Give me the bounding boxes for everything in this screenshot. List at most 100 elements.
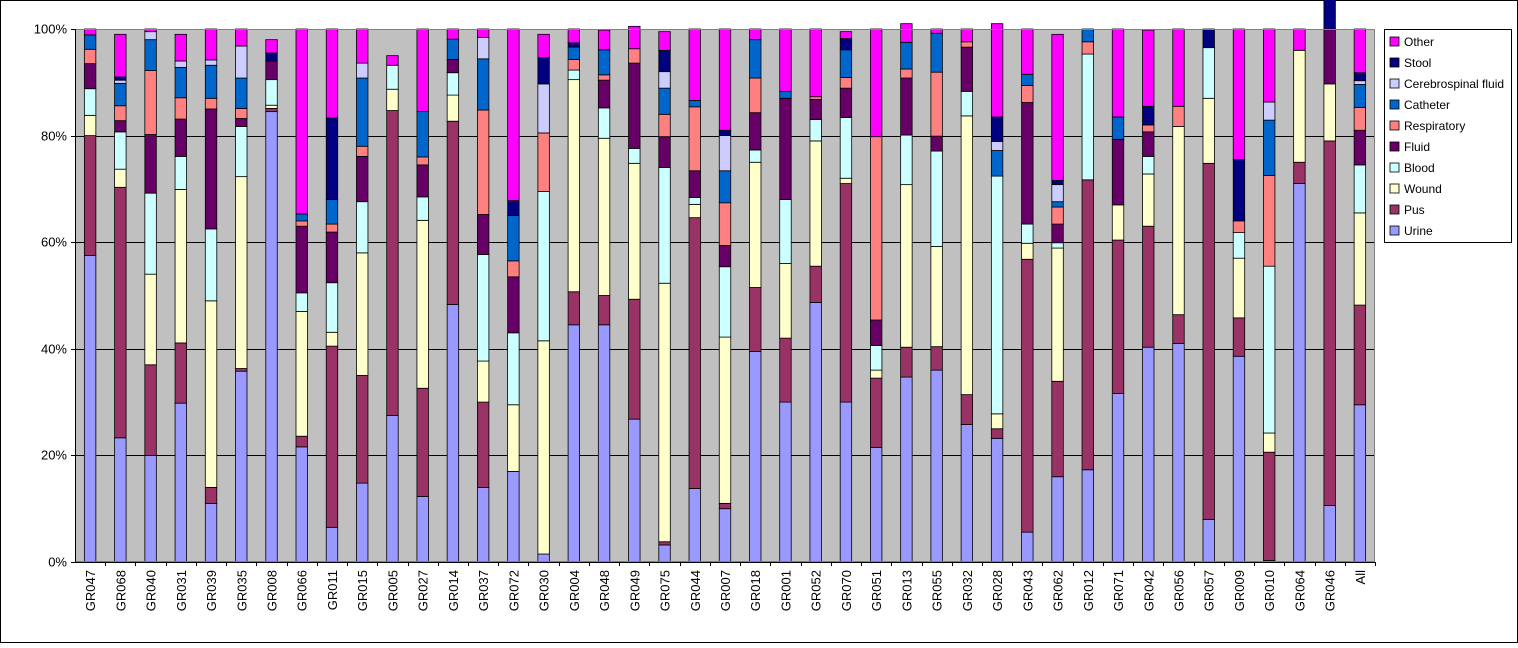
x-tick-label: GR046	[1323, 570, 1338, 611]
bar-segment-pus	[1293, 161, 1306, 184]
bar-segment-urine	[446, 304, 460, 563]
legend-swatch	[1389, 78, 1400, 89]
bar-segment-urine	[960, 424, 974, 563]
bar-segment-blood	[1051, 242, 1064, 249]
x-tick-label: GR007	[718, 570, 733, 611]
bar-segment-wound	[839, 177, 853, 184]
bar-segment-pus	[688, 217, 701, 489]
bar-segment-other	[235, 28, 248, 47]
x-tick-label: GR008	[265, 570, 280, 611]
bar-segment-respiratory	[597, 74, 611, 81]
bar-segment-pus	[204, 486, 218, 504]
bar-segment-other	[960, 28, 974, 43]
x-tick-label: GR013	[899, 570, 914, 611]
bar-segment-urine	[114, 437, 127, 563]
bar-segment-stool	[718, 129, 732, 137]
x-tick-label: GR048	[597, 570, 612, 611]
bar-segment-stool	[1323, 0, 1336, 30]
bar-segment-blood	[416, 196, 429, 221]
bar-segment-urine	[507, 470, 520, 563]
bar-segment-respiratory	[295, 220, 308, 227]
y-tick-label: 0%	[48, 555, 67, 570]
bar-segment-pus	[446, 120, 460, 305]
x-tick-label: GR043	[1020, 570, 1035, 611]
bar-segment-respiratory	[1263, 175, 1276, 267]
bar-segment-blood	[476, 254, 490, 362]
bar-segment-catheter	[718, 170, 732, 204]
bar-segment-fluid	[658, 136, 671, 168]
bar-segment-wound	[990, 413, 1004, 430]
bar-segment-other	[1172, 28, 1185, 107]
bar-segment-blood	[1142, 155, 1155, 175]
bar-segment-urine	[476, 486, 490, 563]
bar-segment-urine	[839, 401, 853, 563]
bar-segment-wound	[567, 79, 580, 293]
bar-segment-fluid	[114, 120, 127, 133]
x-tick-label: GR005	[385, 570, 400, 611]
bar-segment-fluid	[1021, 102, 1034, 225]
bar-segment-blood	[688, 197, 701, 205]
bar-segment-respiratory	[174, 97, 187, 120]
bar-segment-blood	[1263, 265, 1276, 434]
bar-segment-fluid	[476, 214, 490, 255]
bar-segment-other	[1051, 33, 1064, 181]
bar-segment-fluid	[295, 225, 308, 294]
bar-segment-other	[174, 33, 187, 62]
bar-segment-respiratory	[960, 41, 974, 48]
bar-segment-other	[839, 31, 853, 39]
bar-segment-pus	[1263, 451, 1276, 561]
bar-segment-respiratory	[749, 77, 762, 114]
bar-segment-respiratory	[476, 109, 490, 215]
legend-swatch	[1389, 57, 1400, 68]
bar-segment-blood	[507, 332, 520, 406]
bar-segment-wound	[507, 404, 520, 472]
bar-segment-urine	[597, 324, 611, 563]
bar-segment-cerebrospinal-fluid	[990, 141, 1004, 151]
bar-segment-other	[779, 28, 792, 92]
bar-segment-blood	[960, 90, 974, 117]
x-tick-label: All	[1353, 570, 1368, 585]
bar-segment-blood	[779, 199, 792, 264]
bar-segment-wound	[325, 331, 339, 347]
legend-swatch	[1389, 120, 1400, 131]
x-tick-label: GR011	[325, 570, 340, 610]
bar-segment-stool	[658, 49, 671, 73]
bar-segment-other	[114, 33, 127, 78]
bar-segment-respiratory	[1021, 85, 1034, 103]
bar-segment-cerebrospinal-fluid	[1263, 101, 1276, 121]
bar-segment-pus	[144, 364, 157, 456]
bar-segment-wound	[1172, 126, 1185, 316]
x-tick-label: GR009	[1232, 570, 1247, 611]
bar-segment-pus	[235, 368, 248, 372]
bar-segment-catheter	[597, 49, 611, 76]
bar-segment-wound	[1263, 432, 1276, 453]
legend-label: Wound	[1404, 182, 1442, 196]
bar-segment-other	[416, 28, 429, 113]
bar-segment-other	[1232, 28, 1246, 160]
x-tick-label: GR012	[1081, 570, 1096, 611]
bar-segment-stool	[1202, 28, 1215, 49]
x-tick-label: GR014	[446, 570, 461, 611]
bar-segment-fluid	[416, 164, 429, 198]
bar-segment-urine	[870, 446, 883, 563]
bar-segment-other	[718, 28, 732, 131]
bar-segment-wound	[1051, 247, 1064, 382]
bar-segment-respiratory	[1232, 220, 1246, 234]
legend-swatch	[1389, 36, 1400, 47]
bar-segment-catheter	[1051, 201, 1064, 208]
bar-segment-catheter	[1263, 119, 1276, 176]
bar-segment-other	[628, 25, 641, 50]
bar-segment-wound	[900, 184, 913, 348]
x-tick-label: GR031	[174, 570, 189, 611]
bar-segment-fluid	[507, 276, 520, 334]
bar-segment-respiratory	[507, 260, 520, 278]
bar-segment-wound	[1323, 83, 1336, 142]
bar-segment-blood	[204, 228, 218, 302]
bar-segment-urine	[567, 324, 580, 563]
bar-segment-urine	[1172, 343, 1185, 563]
bar-segment-urine	[1051, 476, 1064, 563]
bar-segment-wound	[749, 161, 762, 288]
bar-segment-other	[325, 28, 339, 119]
bar-segment-stool	[1353, 72, 1367, 82]
bar-segment-fluid	[839, 87, 853, 118]
